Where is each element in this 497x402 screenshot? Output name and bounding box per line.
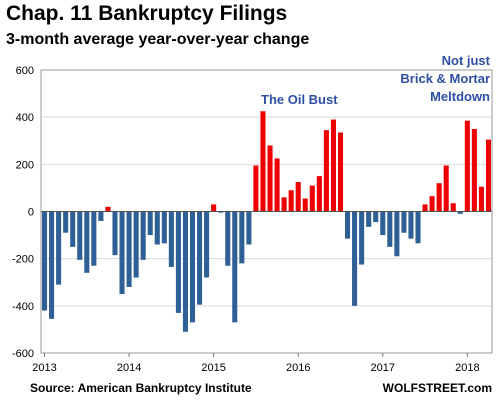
bar [91, 212, 96, 266]
y-tick-label: 600 [16, 65, 34, 77]
bar [190, 212, 195, 323]
bar [430, 196, 435, 211]
bar [211, 204, 216, 211]
bar [112, 212, 117, 256]
bar [479, 187, 484, 212]
x-tick-label: 2013 [32, 362, 56, 374]
bar [423, 204, 428, 211]
x-tick-label: 2014 [117, 362, 141, 374]
bar [105, 207, 110, 212]
bar [338, 133, 343, 212]
bar [225, 212, 230, 266]
bar [56, 212, 61, 285]
bar [141, 212, 146, 260]
site-credit: WOLFSTREET.com [383, 381, 492, 395]
bar [359, 212, 364, 265]
bar [155, 212, 160, 245]
bar [253, 166, 258, 212]
bar [366, 212, 371, 227]
bar [331, 120, 336, 212]
bar [197, 212, 202, 305]
bar [472, 129, 477, 212]
bar [84, 212, 89, 273]
y-tick-labels: 600 400 200 0 -200 -400 -600 [12, 65, 34, 360]
bar [451, 203, 456, 211]
bar [437, 183, 442, 211]
bar [352, 212, 357, 306]
bar [232, 212, 237, 323]
bar [49, 212, 54, 319]
y-tick-label: 0 [28, 207, 34, 219]
y-tick-label: -400 [12, 301, 34, 313]
bar [345, 212, 350, 239]
bar [127, 212, 132, 287]
bar [267, 145, 272, 211]
bar [204, 212, 209, 278]
bar [324, 130, 329, 211]
bar [162, 212, 167, 244]
axes [41, 70, 492, 353]
bar [373, 212, 378, 223]
x-tick-label: 2017 [371, 362, 395, 374]
y-tick-label: 200 [16, 159, 34, 171]
bar [70, 212, 75, 247]
x-tick-label: 2016 [286, 362, 310, 374]
bar [120, 212, 125, 295]
bar [465, 121, 470, 212]
bar [444, 166, 449, 212]
annotations: The Oil Bust Not just Brick & Mortar Meltdo… [261, 53, 491, 107]
x-tick-labels: 2013 2014 2015 2016 2017 2018 [32, 353, 479, 374]
bar [486, 140, 491, 212]
bar [415, 212, 420, 244]
bars [42, 111, 491, 332]
bar [246, 212, 251, 245]
source-note: Source: American Bankruptcy Institute [30, 381, 252, 395]
bar [148, 212, 153, 236]
bar [310, 186, 315, 212]
annotation-text: Brick & Mortar [400, 71, 490, 86]
bar [282, 197, 287, 211]
bar [98, 212, 103, 221]
bar [239, 212, 244, 264]
bar [289, 190, 294, 211]
bar [77, 212, 82, 260]
bar [317, 176, 322, 211]
annotation-text: Meltdown [430, 89, 490, 104]
bar [387, 212, 392, 247]
annotation-text: The Oil Bust [261, 92, 338, 107]
bar [394, 212, 399, 257]
bar [42, 212, 47, 311]
bar [183, 212, 188, 332]
x-tick-label: 2015 [201, 362, 225, 374]
y-tick-label: -600 [12, 348, 34, 360]
x-tick-label: 2018 [455, 362, 479, 374]
bar [63, 212, 68, 233]
bar [275, 158, 280, 211]
bar [303, 199, 308, 212]
bar [380, 212, 385, 236]
bar [260, 111, 265, 211]
bar [134, 212, 139, 278]
annotation-text: Not just [442, 53, 491, 68]
bar [169, 212, 174, 267]
y-tick-label: -200 [12, 254, 34, 266]
y-tick-label: 400 [16, 112, 34, 124]
bar [408, 212, 413, 239]
bar [401, 212, 406, 233]
bar [296, 182, 301, 211]
bar [176, 212, 181, 313]
